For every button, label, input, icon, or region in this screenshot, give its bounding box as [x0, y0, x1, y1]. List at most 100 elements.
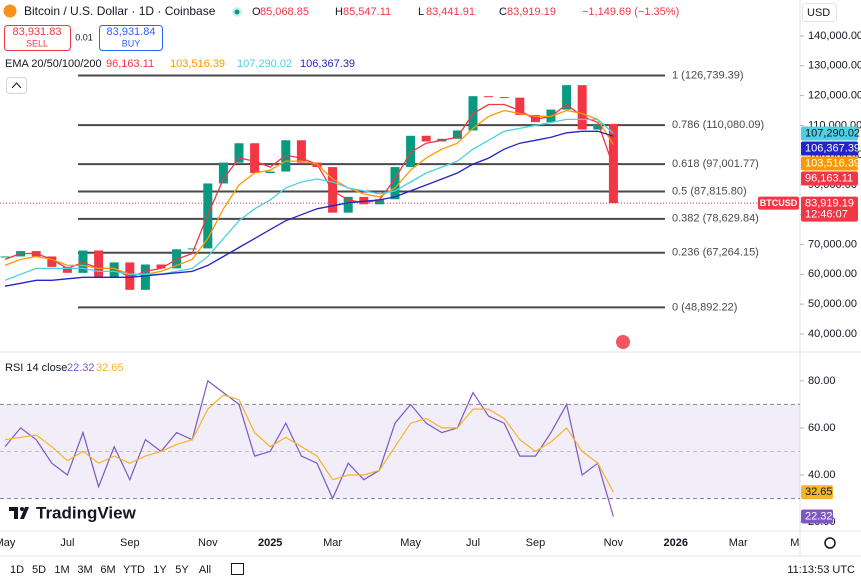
rsi-badge [801, 509, 833, 524]
range-button[interactable]: 5Y [175, 564, 189, 576]
y-tick-label: 140,000.00 [808, 30, 861, 42]
rsi-line [4, 379, 614, 517]
candle [296, 140, 306, 163]
price-badge-label: 103,516.39 [805, 157, 860, 169]
buy-label[interactable]: BUY [122, 38, 141, 48]
rsi-title: RSI 14 close [5, 362, 67, 374]
rsi-legend-value: 32.65 [96, 362, 124, 374]
date-range-icon[interactable] [231, 563, 244, 575]
price-pane: 1 (126,739.39) 0.786 (110,080.09) 0.618 (9… [0, 69, 800, 313]
sell-price[interactable]: 83,931.83 [13, 26, 62, 38]
range-button[interactable]: 6M [100, 564, 115, 576]
y-tick-label: 60,000.00 [808, 268, 857, 280]
logo-mark [9, 507, 29, 519]
rsi-line [4, 394, 614, 493]
collapse-icon[interactable] [11, 82, 22, 89]
bottom-toolbar: 1D 5D 1M 3M 6M YTD 1Y 5Y All [10, 564, 211, 576]
fib-label: 0.786 (110,080.09) [672, 119, 764, 131]
ema-legend-value: 103,516.39 [170, 58, 225, 70]
buy-button[interactable] [99, 25, 163, 51]
symbol-badge-label: BTCUSD [760, 198, 798, 208]
candle [562, 85, 572, 110]
candle [234, 143, 244, 163]
y-tick-label: 40,000.00 [808, 328, 857, 340]
rsi-y-tick-label: 40.00 [808, 469, 836, 481]
buy-price[interactable]: 83,931.84 [107, 26, 156, 38]
candle [156, 264, 166, 269]
x-tick-label: May [790, 537, 811, 549]
rsi-y-tick-label: 80.00 [808, 375, 836, 387]
sell-label[interactable]: SELL [26, 38, 48, 48]
candle [187, 248, 197, 250]
candle [577, 85, 587, 130]
x-tick-label: Mar [729, 537, 748, 549]
price-badge [801, 126, 858, 141]
currency[interactable]: USD [807, 7, 830, 19]
candle [530, 114, 540, 123]
time-axis: May Jul Sep Nov 2025 Mar May Jul Sep Nov 2026 Mar Ma… [0, 537, 811, 549]
fib-label: 0 (48,892.22) [672, 301, 737, 313]
x-tick-label: Jul [60, 537, 74, 549]
candle [593, 123, 603, 130]
candle [94, 250, 104, 278]
x-tick-label: 2026 [664, 537, 688, 549]
sell-button[interactable] [4, 25, 71, 51]
fib-label: 0.236 (67,264.15) [672, 247, 759, 259]
ema-line [4, 130, 614, 287]
rsi-legend-value: 22.32 [67, 362, 95, 374]
price-badge-label: 96,163.11 [805, 172, 853, 184]
ema-line [4, 109, 614, 275]
candle [62, 266, 72, 273]
range-button[interactable]: 1D [10, 564, 24, 576]
candle [406, 135, 416, 168]
range-button[interactable]: 1Y [153, 564, 167, 576]
ema-legend-value: 107,290.02 [237, 58, 292, 70]
event-icon[interactable] [616, 335, 630, 349]
candle [390, 167, 400, 200]
range-button[interactable]: 3M [77, 564, 92, 576]
range-button[interactable]: 5D [32, 564, 46, 576]
fib-label: 1 (126,739.39) [672, 69, 744, 81]
x-tick-label: 2025 [258, 537, 282, 549]
currency-box[interactable] [802, 3, 837, 22]
right-axis: 40,000.0050,000.0060,000.0070,000.0080,0… [800, 30, 861, 528]
price-badge-label: 106,367.39 [805, 142, 860, 154]
countdown: 12:46:07 [805, 208, 848, 220]
price-badge [801, 196, 858, 222]
ema-legend-value: 106,367.39 [300, 58, 355, 70]
candle [265, 171, 275, 174]
ohlc-value: 83,441.91 [426, 6, 475, 18]
candle [359, 196, 369, 205]
price-badge [801, 141, 858, 156]
x-tick-label: Nov [604, 537, 624, 549]
ema-line [4, 118, 614, 281]
price-badge-label: 83,919.19 [805, 197, 854, 209]
status-dot [234, 9, 240, 15]
collapse-button[interactable] [6, 77, 27, 94]
ema-legend: 96,163.11 103,516.39 107,290.02 106,367.39 [106, 58, 355, 70]
range-button[interactable]: All [199, 564, 211, 576]
y-tick-label: 50,000.00 [808, 298, 857, 310]
x-tick-label: Sep [526, 537, 546, 549]
range-button[interactable]: 1M [54, 564, 69, 576]
settings-icon[interactable] [824, 537, 836, 549]
ohlc-legend: O 85,068.85 H 85,547.11 L 83,441.91 C 83,919.19 [252, 6, 556, 18]
x-tick-label: Nov [198, 537, 218, 549]
clock: 11:13:53 UTC [787, 564, 855, 576]
rsi-legend: 22.32 32.65 [67, 362, 124, 374]
candle [218, 162, 228, 184]
rsi-badge [801, 485, 833, 500]
ohlc-key: C [499, 6, 507, 18]
ohlc-value: 85,068.85 [260, 6, 309, 18]
logo-text: TradingView [36, 503, 137, 522]
ema-legend-value: 96,163.11 [106, 58, 154, 70]
x-tick-label: Mar [323, 537, 342, 549]
ohlc-value: 85,547.11 [343, 6, 391, 18]
rsi-badge-label: 32.65 [805, 486, 833, 498]
symbol-title: Bitcoin / U.S. Dollar · 1D · Coinbase [24, 4, 216, 18]
range-button[interactable]: YTD [123, 564, 145, 576]
fib-label: 0.382 (78,629.84) [672, 213, 759, 225]
rsi-pane [0, 379, 800, 517]
